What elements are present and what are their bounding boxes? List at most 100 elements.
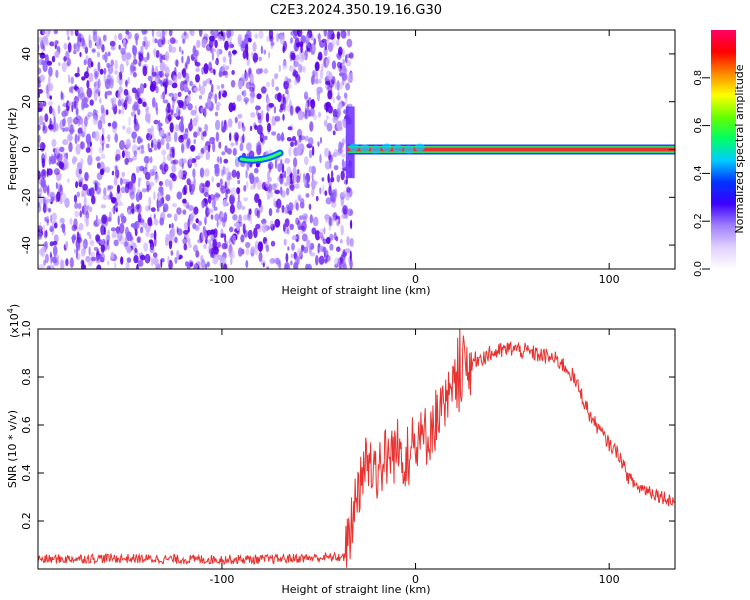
- noise-speckle: [55, 182, 59, 190]
- noise-speckle: [77, 90, 80, 100]
- noise-speckle: [117, 33, 123, 41]
- noise-speckle: [120, 213, 125, 219]
- noise-speckle: [211, 176, 214, 183]
- noise-speckle: [140, 226, 144, 234]
- noise-speckle: [190, 146, 195, 152]
- noise-speckle: [225, 188, 231, 194]
- noise-speckle: [94, 130, 100, 142]
- noise-speckle: [194, 224, 200, 232]
- noise-speckle: [264, 135, 268, 141]
- noise-speckle: [314, 61, 320, 72]
- noise-speckle: [110, 59, 114, 67]
- noise-speckle: [342, 48, 345, 58]
- noise-speckle: [166, 213, 172, 218]
- noise-speckle: [269, 207, 272, 215]
- noise-speckle: [164, 51, 170, 62]
- noise-speckle: [260, 45, 263, 55]
- noise-speckle: [173, 92, 178, 100]
- noise-speckle: [167, 255, 170, 266]
- noise-speckle: [120, 186, 127, 193]
- noise-speckle: [303, 172, 306, 181]
- noise-speckle: [72, 158, 75, 164]
- noise-speckle: [52, 122, 57, 133]
- y-tick-label: 0.8: [20, 368, 33, 386]
- noise-speckle: [182, 187, 187, 196]
- noise-speckle: [142, 101, 147, 108]
- noise-speckle: [157, 192, 160, 201]
- noise-speckle: [275, 86, 279, 92]
- noise-speckle: [224, 181, 228, 190]
- noise-speckle: [271, 78, 275, 88]
- noise-speckle: [231, 169, 237, 178]
- noise-speckle: [266, 35, 270, 43]
- noise-speckle: [302, 178, 308, 183]
- noise-speckle: [273, 105, 277, 114]
- noise-speckle: [58, 161, 65, 170]
- noise-speckle: [242, 214, 248, 221]
- noise-speckle: [294, 139, 298, 146]
- noise-speckle: [319, 68, 324, 80]
- noise-speckle: [56, 254, 60, 261]
- noise-speckle: [203, 145, 209, 153]
- noise-speckle: [238, 214, 243, 223]
- noise-speckle: [117, 90, 122, 101]
- noise-speckle: [38, 232, 43, 240]
- noise-speckle: [188, 30, 192, 36]
- noise-speckle: [282, 60, 288, 70]
- noise-speckle: [298, 215, 304, 221]
- noise-speckle: [299, 50, 305, 57]
- noise-speckle: [137, 177, 141, 188]
- noise-speckle: [115, 165, 118, 176]
- noise-speckle: [109, 40, 116, 47]
- noise-speckle: [80, 247, 86, 257]
- noise-speckle: [222, 165, 226, 175]
- y-tick-label: 40: [20, 47, 33, 61]
- noise-speckle: [249, 174, 255, 185]
- noise-speckle: [83, 196, 87, 207]
- noise-speckle: [159, 32, 165, 41]
- noise-speckle: [226, 148, 232, 155]
- noise-speckle: [73, 49, 77, 55]
- noise-speckle: [74, 100, 77, 110]
- noise-speckle: [38, 203, 42, 213]
- noise-speckle: [199, 127, 202, 132]
- noise-speckle: [203, 63, 209, 75]
- noise-speckle: [136, 165, 140, 174]
- noise-speckle: [67, 178, 70, 183]
- noise-speckle: [139, 83, 145, 94]
- noise-speckle: [236, 200, 242, 210]
- noise-speckle: [324, 258, 328, 264]
- noise-speckle: [249, 208, 252, 215]
- noise-speckle: [39, 74, 45, 83]
- noise-speckle: [285, 252, 289, 263]
- noise-speckle: [285, 89, 289, 95]
- noise-speckle: [274, 218, 281, 228]
- noise-speckle: [99, 168, 105, 176]
- noise-speckle: [158, 181, 163, 186]
- noise-speckle: [214, 111, 219, 117]
- noise-speckle: [256, 93, 262, 100]
- noise-speckle: [282, 45, 286, 54]
- noise-speckle: [46, 265, 52, 269]
- noise-speckle: [222, 56, 227, 63]
- noise-speckle: [45, 229, 48, 238]
- noise-speckle: [176, 250, 180, 259]
- noise-speckle: [269, 220, 274, 228]
- noise-speckle: [294, 183, 300, 190]
- noise-speckle: [271, 227, 274, 232]
- colorbar-tick-label: 0.2: [693, 213, 704, 229]
- noise-speckle: [291, 52, 296, 61]
- noise-speckle: [299, 55, 305, 63]
- noise-speckle: [254, 33, 259, 39]
- noise-speckle: [99, 252, 105, 262]
- noise-speckle: [217, 34, 224, 42]
- noise-speckle: [156, 30, 162, 38]
- noise-speckle: [290, 253, 293, 259]
- noise-speckle: [313, 113, 317, 121]
- snr-y-scale: (x104): [6, 304, 21, 338]
- noise-speckle: [74, 202, 79, 210]
- noise-speckle: [205, 43, 212, 52]
- noise-speckle: [209, 79, 212, 85]
- noise-speckle: [96, 264, 102, 269]
- noise-speckle: [114, 201, 118, 207]
